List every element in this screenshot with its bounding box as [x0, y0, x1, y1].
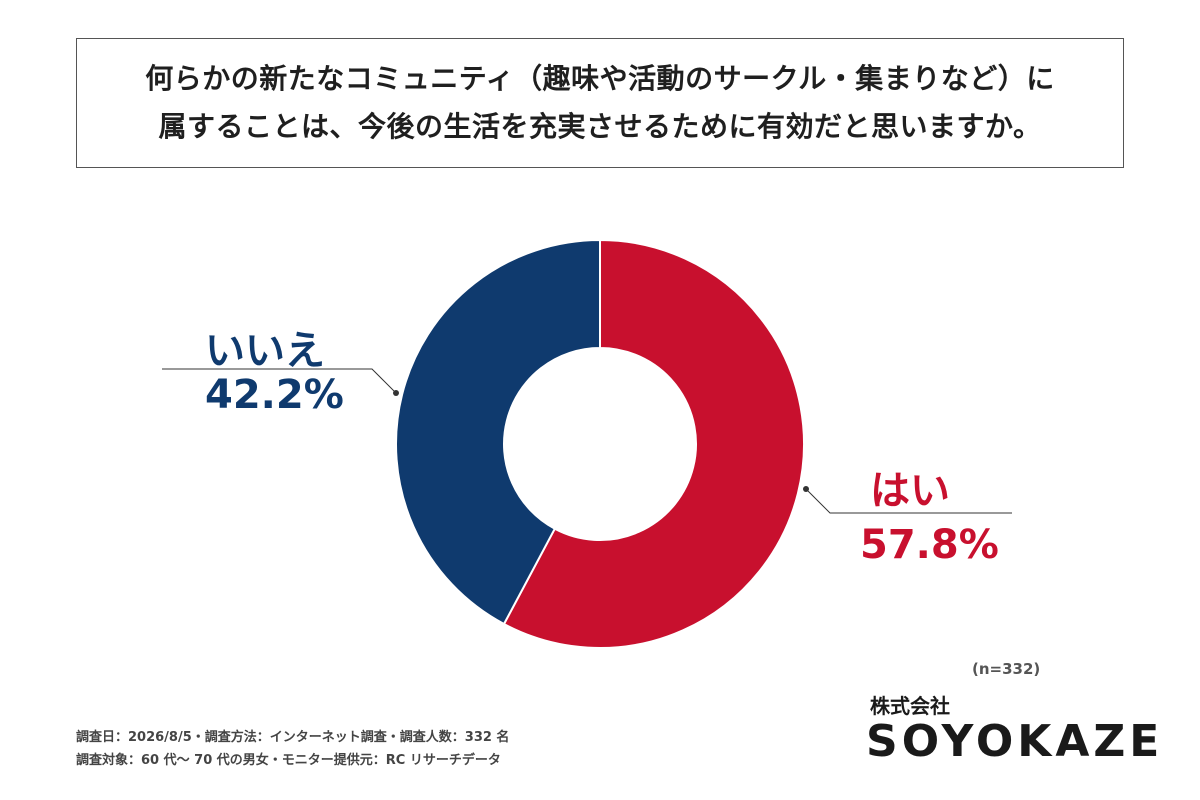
leader-dot-no — [393, 390, 399, 396]
brand-logo: SOYOKAZE — [866, 716, 1164, 767]
question-line-1: 何らかの新たなコミュニティ（趣味や活動のサークル・集まりなど）に — [145, 62, 1055, 95]
slice-label-yes: はい — [870, 468, 950, 514]
leader-line-no — [162, 368, 397, 394]
brand-company-type: 株式会社 — [870, 694, 950, 718]
slice-yes — [502, 238, 805, 649]
slice-no — [395, 238, 601, 626]
slice-value-no: 42.2% — [205, 372, 344, 418]
survey-note-1: 調査日：2026/8/5・調査方法：インターネット調査・調査人数：332 名 — [76, 730, 510, 745]
survey-note-2: 調査対象：60 代～ 70 代の男女・モニター提供元：RC リサーチデータ — [76, 753, 501, 768]
slice-label-no: いいえ — [205, 328, 325, 374]
question-line-2: 属することは、今後の生活を充実させるために有効だと思いますか。 — [158, 110, 1042, 143]
question-box: 何らかの新たなコミュニティ（趣味や活動のサークル・集まりなど）に 属することは、… — [76, 38, 1124, 168]
leader-line-yes — [805, 488, 1012, 514]
sample-size: (n=332) — [972, 660, 1041, 678]
leader-dot-yes — [803, 486, 809, 492]
slice-value-yes: 57.8% — [860, 522, 999, 568]
